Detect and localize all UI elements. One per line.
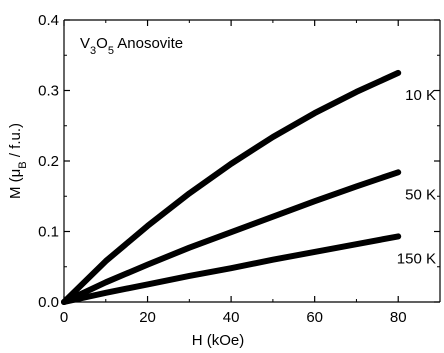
y-tick-label: 0.4 — [38, 12, 59, 29]
series-label-0: 10 K — [405, 87, 436, 104]
series-line-0 — [61, 69, 402, 305]
x-axis-title: H (kOe) — [192, 332, 245, 349]
y-tick-label: 0.0 — [38, 294, 59, 311]
ticks-layer: 0 20 40 60 80 0.0 0.1 0.2 0.3 0.4 — [38, 12, 440, 326]
plot-frame — [63, 19, 441, 303]
series-line-1 — [61, 169, 402, 305]
y-tick-label: 0.3 — [38, 83, 59, 100]
series-label-2: 150 K — [397, 250, 436, 267]
x-tick-label: 40 — [223, 309, 240, 326]
series-layer — [61, 69, 402, 305]
series-line-2 — [61, 233, 402, 305]
y-tick-label: 0.2 — [38, 153, 59, 170]
labels-layer: 10 K 50 K 150 K — [397, 87, 436, 268]
x-tick-label: 0 — [60, 309, 68, 326]
y-axis-title: M (μB / f.u.) — [7, 123, 29, 199]
series-label-1: 50 K — [405, 186, 436, 203]
x-tick-label: 80 — [390, 309, 407, 326]
x-tick-label: 60 — [306, 309, 323, 326]
x-tick-label: 20 — [139, 309, 156, 326]
chart-annotation: V3O5 Anosovite — [80, 35, 183, 57]
y-tick-label: 0.1 — [38, 224, 59, 241]
